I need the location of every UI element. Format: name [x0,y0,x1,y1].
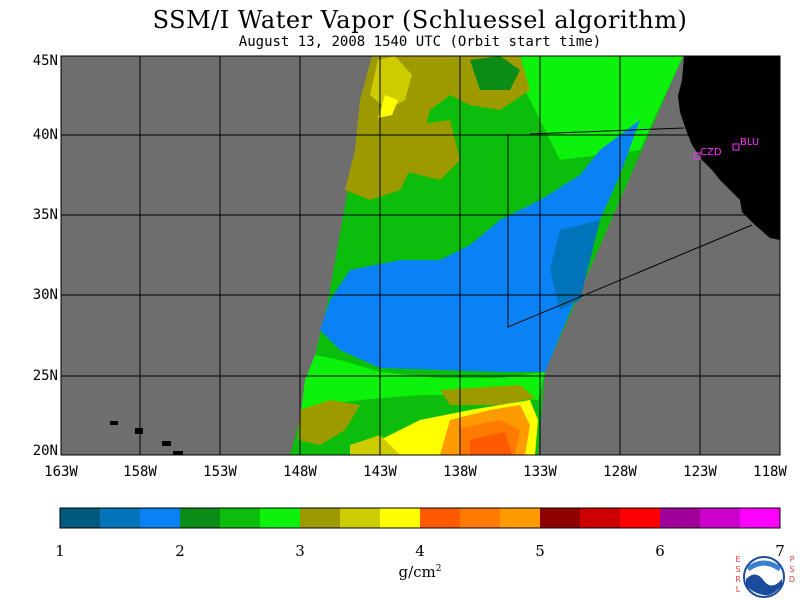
colorbar-swatch [500,508,541,528]
vapor-band-green-mid [470,56,520,90]
domain-outline [529,127,685,135]
colorbar-frame [59,507,781,529]
grid-lines [61,56,780,455]
colorbar-units: g/cm2 [398,563,442,581]
colorbar-swatch [460,508,501,528]
island [173,451,183,455]
colorbar-tick-label: 5 [535,542,545,560]
lon-label: 128W [603,464,637,480]
colorbar-swatch [660,508,701,528]
colorbar-tick-label: 7 [775,542,785,560]
vapor-band-blue-dark [550,220,600,310]
colorbar-tick-label: 4 [415,542,425,560]
colorbar-swatch [740,508,781,528]
colorbar-swatch [140,508,181,528]
lon-label: 118W [753,464,787,480]
map-frame [60,55,781,456]
lat-label: 35N [32,207,58,223]
vapor-band-olive-south [298,400,360,445]
colorbar-tick-label: 3 [295,542,305,560]
vapor-band-green-light [520,56,683,160]
map-subtitle: August 13, 2008 1540 UTC (Orbit start ti… [238,34,602,50]
colorbar-swatch [380,508,421,528]
colorbar-swatch [620,508,661,528]
island [135,428,143,434]
island [110,421,118,425]
island [162,441,171,446]
noaa-emblem-icon [743,556,785,598]
colorbar-swatch [260,508,301,528]
lon-label: 143W [363,464,397,480]
lon-label: 133W [523,464,557,480]
lon-label: 153W [203,464,237,480]
land-mass-north-america [678,56,780,240]
station-marker-czd [693,152,701,160]
lat-label: 25N [32,368,58,384]
vapor-band-red-orange [470,432,512,455]
lon-label: 123W [683,464,717,480]
lat-label: 20N [32,443,58,459]
lon-label: 138W [443,464,477,480]
colorbar-swatch [340,508,381,528]
colorbar-swatch [700,508,741,528]
station-label-blu: BLU [740,137,760,148]
station-label-czd: CZD [700,147,722,158]
vapor-band-yellow [378,95,398,118]
lat-label: 40N [32,127,58,143]
lon-label: 148W [283,464,317,480]
colorbar-tick-label: 6 [655,542,665,560]
vapor-band-lightyellow-south [350,435,400,455]
domain-outline [507,134,753,328]
lon-label: 158W [123,464,157,480]
lon-label: 163W [44,464,78,480]
colorbar-swatch [60,508,101,528]
map-title: SSM/I Water Vapor (Schluessel algorithm) [152,6,688,34]
vapor-band-green-south [300,355,545,420]
colorbar-swatch [300,508,341,528]
colorbar-swatch [580,508,621,528]
colorbar-swatch [100,508,141,528]
lat-label: 45N [32,53,58,69]
colorbar-swatch [180,508,221,528]
colorbar-swatch [220,508,261,528]
station-marker-blu [732,143,740,151]
colorbar-tick-label: 1 [55,542,65,560]
colorbar-tick-label: 2 [175,542,185,560]
colorbar-swatch [420,508,461,528]
lat-label: 30N [32,287,58,303]
colorbar-swatch [540,508,581,528]
colorbar [60,508,781,528]
vapor-band-olive-south2 [440,385,535,405]
